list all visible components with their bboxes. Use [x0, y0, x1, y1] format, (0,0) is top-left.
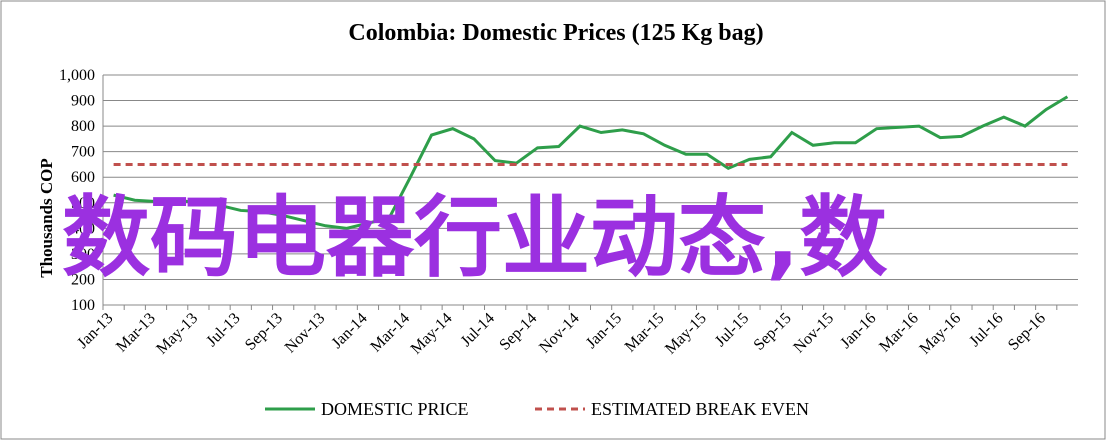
y-tick-label: 200 [71, 271, 95, 288]
chart-title: Colombia: Domestic Prices (125 Kg bag) [348, 20, 763, 46]
legend-label: ESTIMATED BREAK EVEN [591, 399, 809, 419]
legend-label: DOMESTIC PRICE [321, 399, 469, 419]
y-tick-label: 400 [71, 220, 95, 237]
y-tick-label: 700 [71, 144, 95, 161]
y-tick-label: 1,000 [59, 67, 95, 84]
y-tick-label: 900 [71, 93, 95, 110]
y-tick-label: 100 [71, 297, 95, 314]
overlay-text: 数码电器行业动态,数 [62, 186, 887, 289]
y-tick-label: 800 [71, 118, 95, 135]
y-tick-label: 600 [71, 169, 95, 186]
y-tick-label: 300 [71, 246, 95, 263]
y-tick-label: 500 [71, 195, 95, 212]
y-axis-label: Thousands COP [37, 158, 56, 278]
series-line [113, 95, 1069, 230]
